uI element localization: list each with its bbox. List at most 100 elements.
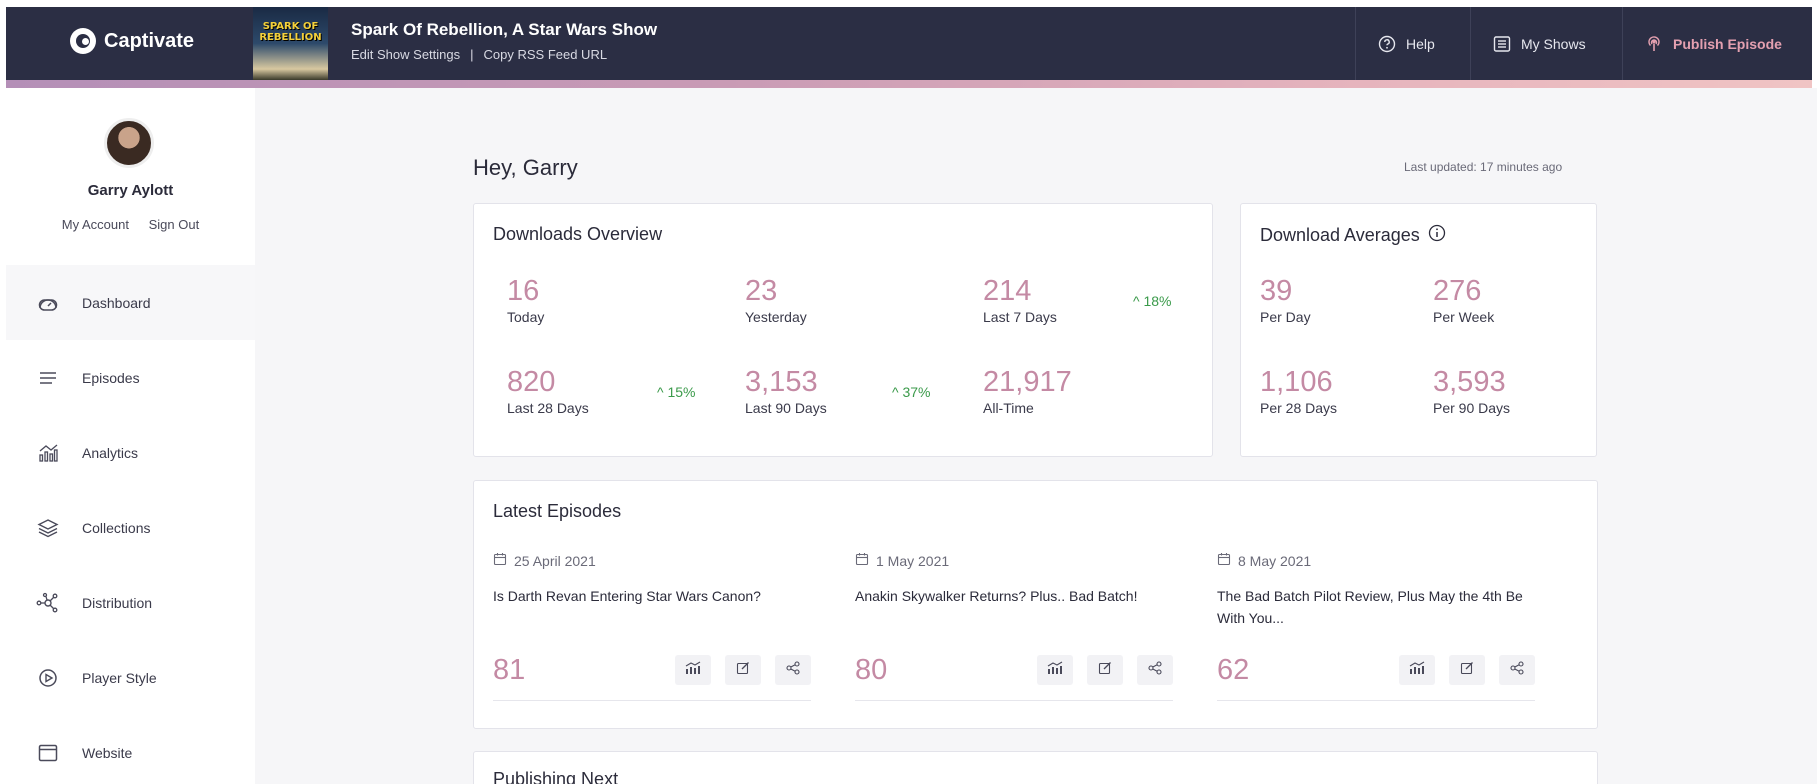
sidebar-item-website[interactable]: Website (6, 715, 255, 784)
episode-card[interactable]: 8 May 2021 The Bad Batch Pilot Review, P… (1217, 552, 1535, 701)
sidebar (6, 88, 255, 784)
episode-downloads: 81 (493, 654, 526, 686)
my-account-link[interactable]: My Account (61, 217, 129, 232)
help-button[interactable]: Help (1355, 7, 1470, 80)
episode-downloads: 62 (1217, 654, 1250, 686)
episode-date: 1 May 2021 (855, 552, 1173, 569)
sidebar-item-analytics[interactable]: Analytics (6, 415, 255, 490)
trend-up-icon: ^ (1133, 293, 1140, 309)
calendar-icon (1217, 552, 1231, 569)
share-icon (1148, 660, 1162, 680)
greeting: Hey, Garry (473, 155, 578, 180)
episode-title[interactable]: Is Darth Revan Entering Star Wars Canon? (493, 588, 761, 604)
stat-value: 39 (1260, 275, 1293, 307)
download-averages-header: Download Averages (1260, 224, 1446, 247)
episode-actions (1037, 655, 1173, 685)
latest-episodes-card: Latest Episodes 25 April 2021 Is Darth R… (473, 480, 1598, 729)
stat-value: 1,106 (1260, 366, 1333, 398)
stat-value: 276 (1433, 275, 1482, 307)
sidebar-item-player-style[interactable]: Player Style (6, 640, 255, 715)
list-icon (1493, 35, 1511, 53)
episode-analytics-button[interactable] (1037, 655, 1073, 685)
episode-analytics-button[interactable] (1399, 655, 1435, 685)
sidebar-item-episodes[interactable]: Episodes (6, 340, 255, 415)
sidebar-item-collections[interactable]: Collections (6, 490, 255, 565)
copy-rss-feed-link[interactable]: Copy RSS Feed URL (483, 47, 608, 62)
trend-up-icon: ^ (657, 384, 664, 400)
calendar-icon (855, 552, 869, 569)
stat-per-day: 39 Per Day (1260, 275, 1311, 325)
episode-divider (855, 700, 1173, 701)
episode-analytics-button[interactable] (675, 655, 711, 685)
sign-out-link[interactable]: Sign Out (148, 217, 200, 232)
episode-edit-button[interactable] (725, 655, 761, 685)
share-icon (786, 660, 800, 680)
publish-episode-button[interactable]: Publish Episode (1622, 7, 1812, 80)
stat-label: Per 90 Days (1433, 400, 1511, 416)
stat-per-90-days: 3,593 Per 90 Days (1433, 366, 1510, 416)
last-updated: Last updated: 17 minutes ago (1404, 160, 1563, 174)
sidebar-item-label: Dashboard (82, 294, 151, 311)
avatar[interactable] (104, 118, 154, 168)
info-icon[interactable] (1428, 224, 1446, 247)
stat-value: 3,593 (1433, 366, 1506, 398)
episode-share-button[interactable] (1499, 655, 1535, 685)
stat-label: Today (507, 309, 545, 325)
episode-divider (493, 700, 811, 701)
analytics-icon (36, 441, 60, 465)
download-averages-card: Download Averages 39 Per Day 276 Per Wee… (1240, 203, 1597, 457)
episode-date: 25 April 2021 (493, 552, 811, 569)
stat-label: Per 28 Days (1260, 400, 1338, 416)
show-artwork[interactable]: SPARK OF REBELLION (253, 7, 328, 80)
artwork-text: SPARK OF REBELLION (259, 21, 322, 43)
episode-edit-button[interactable] (1087, 655, 1123, 685)
stat-value: 16 (507, 275, 540, 307)
trend-value: 37% (902, 384, 931, 400)
episode-edit-button[interactable] (1449, 655, 1485, 685)
episode-share-button[interactable] (775, 655, 811, 685)
episode-actions (1399, 655, 1535, 685)
episodes-icon (36, 366, 60, 390)
trend-up-icon: ^ (892, 384, 899, 400)
my-shows-button[interactable]: My Shows (1470, 7, 1622, 80)
sidebar-item-dashboard[interactable]: Dashboard (6, 265, 255, 340)
episode-divider (1217, 700, 1535, 701)
sidebar-item-distribution[interactable]: Distribution (6, 565, 255, 640)
stat-per-week: 276 Per Week (1433, 275, 1494, 325)
sidebar-item-label: Analytics (82, 444, 139, 461)
top-bar-accent (6, 80, 1812, 88)
publish-episode-label: Publish Episode (1673, 35, 1782, 52)
episode-downloads: 80 (855, 654, 888, 686)
stat-value: 23 (745, 275, 778, 307)
edit-icon (1098, 661, 1112, 680)
distribution-icon (36, 591, 60, 615)
trend-value: 15% (667, 384, 696, 400)
sidebar-item-label: Distribution (82, 594, 153, 611)
sidebar-item-label: Player Style (82, 669, 157, 686)
help-label: Help (1406, 35, 1435, 52)
stat-label: Last 28 Days (507, 400, 589, 416)
stat-label: Yesterday (745, 309, 807, 325)
trend-up-badge: ^ 18% (1133, 293, 1172, 309)
link-separator: | (470, 47, 474, 62)
sidebar-item-label: Website (82, 744, 133, 761)
stat-label: Per Day (1260, 309, 1311, 325)
episode-card[interactable]: 1 May 2021 Anakin Skywalker Returns? Plu… (855, 552, 1173, 701)
stat-today: 16 Today (507, 275, 544, 325)
episode-share-button[interactable] (1137, 655, 1173, 685)
stat-all-time: 21,917 All-Time (983, 366, 1072, 416)
episode-title[interactable]: Anakin Skywalker Returns? Plus.. Bad Bat… (855, 588, 1138, 604)
edit-icon (736, 661, 750, 680)
episode-card[interactable]: 25 April 2021 Is Darth Revan Entering St… (493, 552, 811, 701)
stat-last-7-days: 214 Last 7 Days (983, 275, 1057, 325)
edit-show-settings-link[interactable]: Edit Show Settings (351, 47, 461, 62)
captivate-logo[interactable]: Captivate (70, 28, 194, 54)
podcast-icon (1645, 35, 1663, 53)
episode-title[interactable]: The Bad Batch Pilot Review, Plus May the… (1217, 588, 1523, 626)
latest-episodes-title: Latest Episodes (493, 501, 622, 521)
episode-date-text: 8 May 2021 (1238, 552, 1312, 569)
download-averages-title: Download Averages (1260, 225, 1420, 245)
user-name: Garry Aylott (87, 182, 174, 199)
publishing-next-card: Publishing Next (473, 751, 1598, 784)
stat-label: All-Time (983, 400, 1034, 416)
